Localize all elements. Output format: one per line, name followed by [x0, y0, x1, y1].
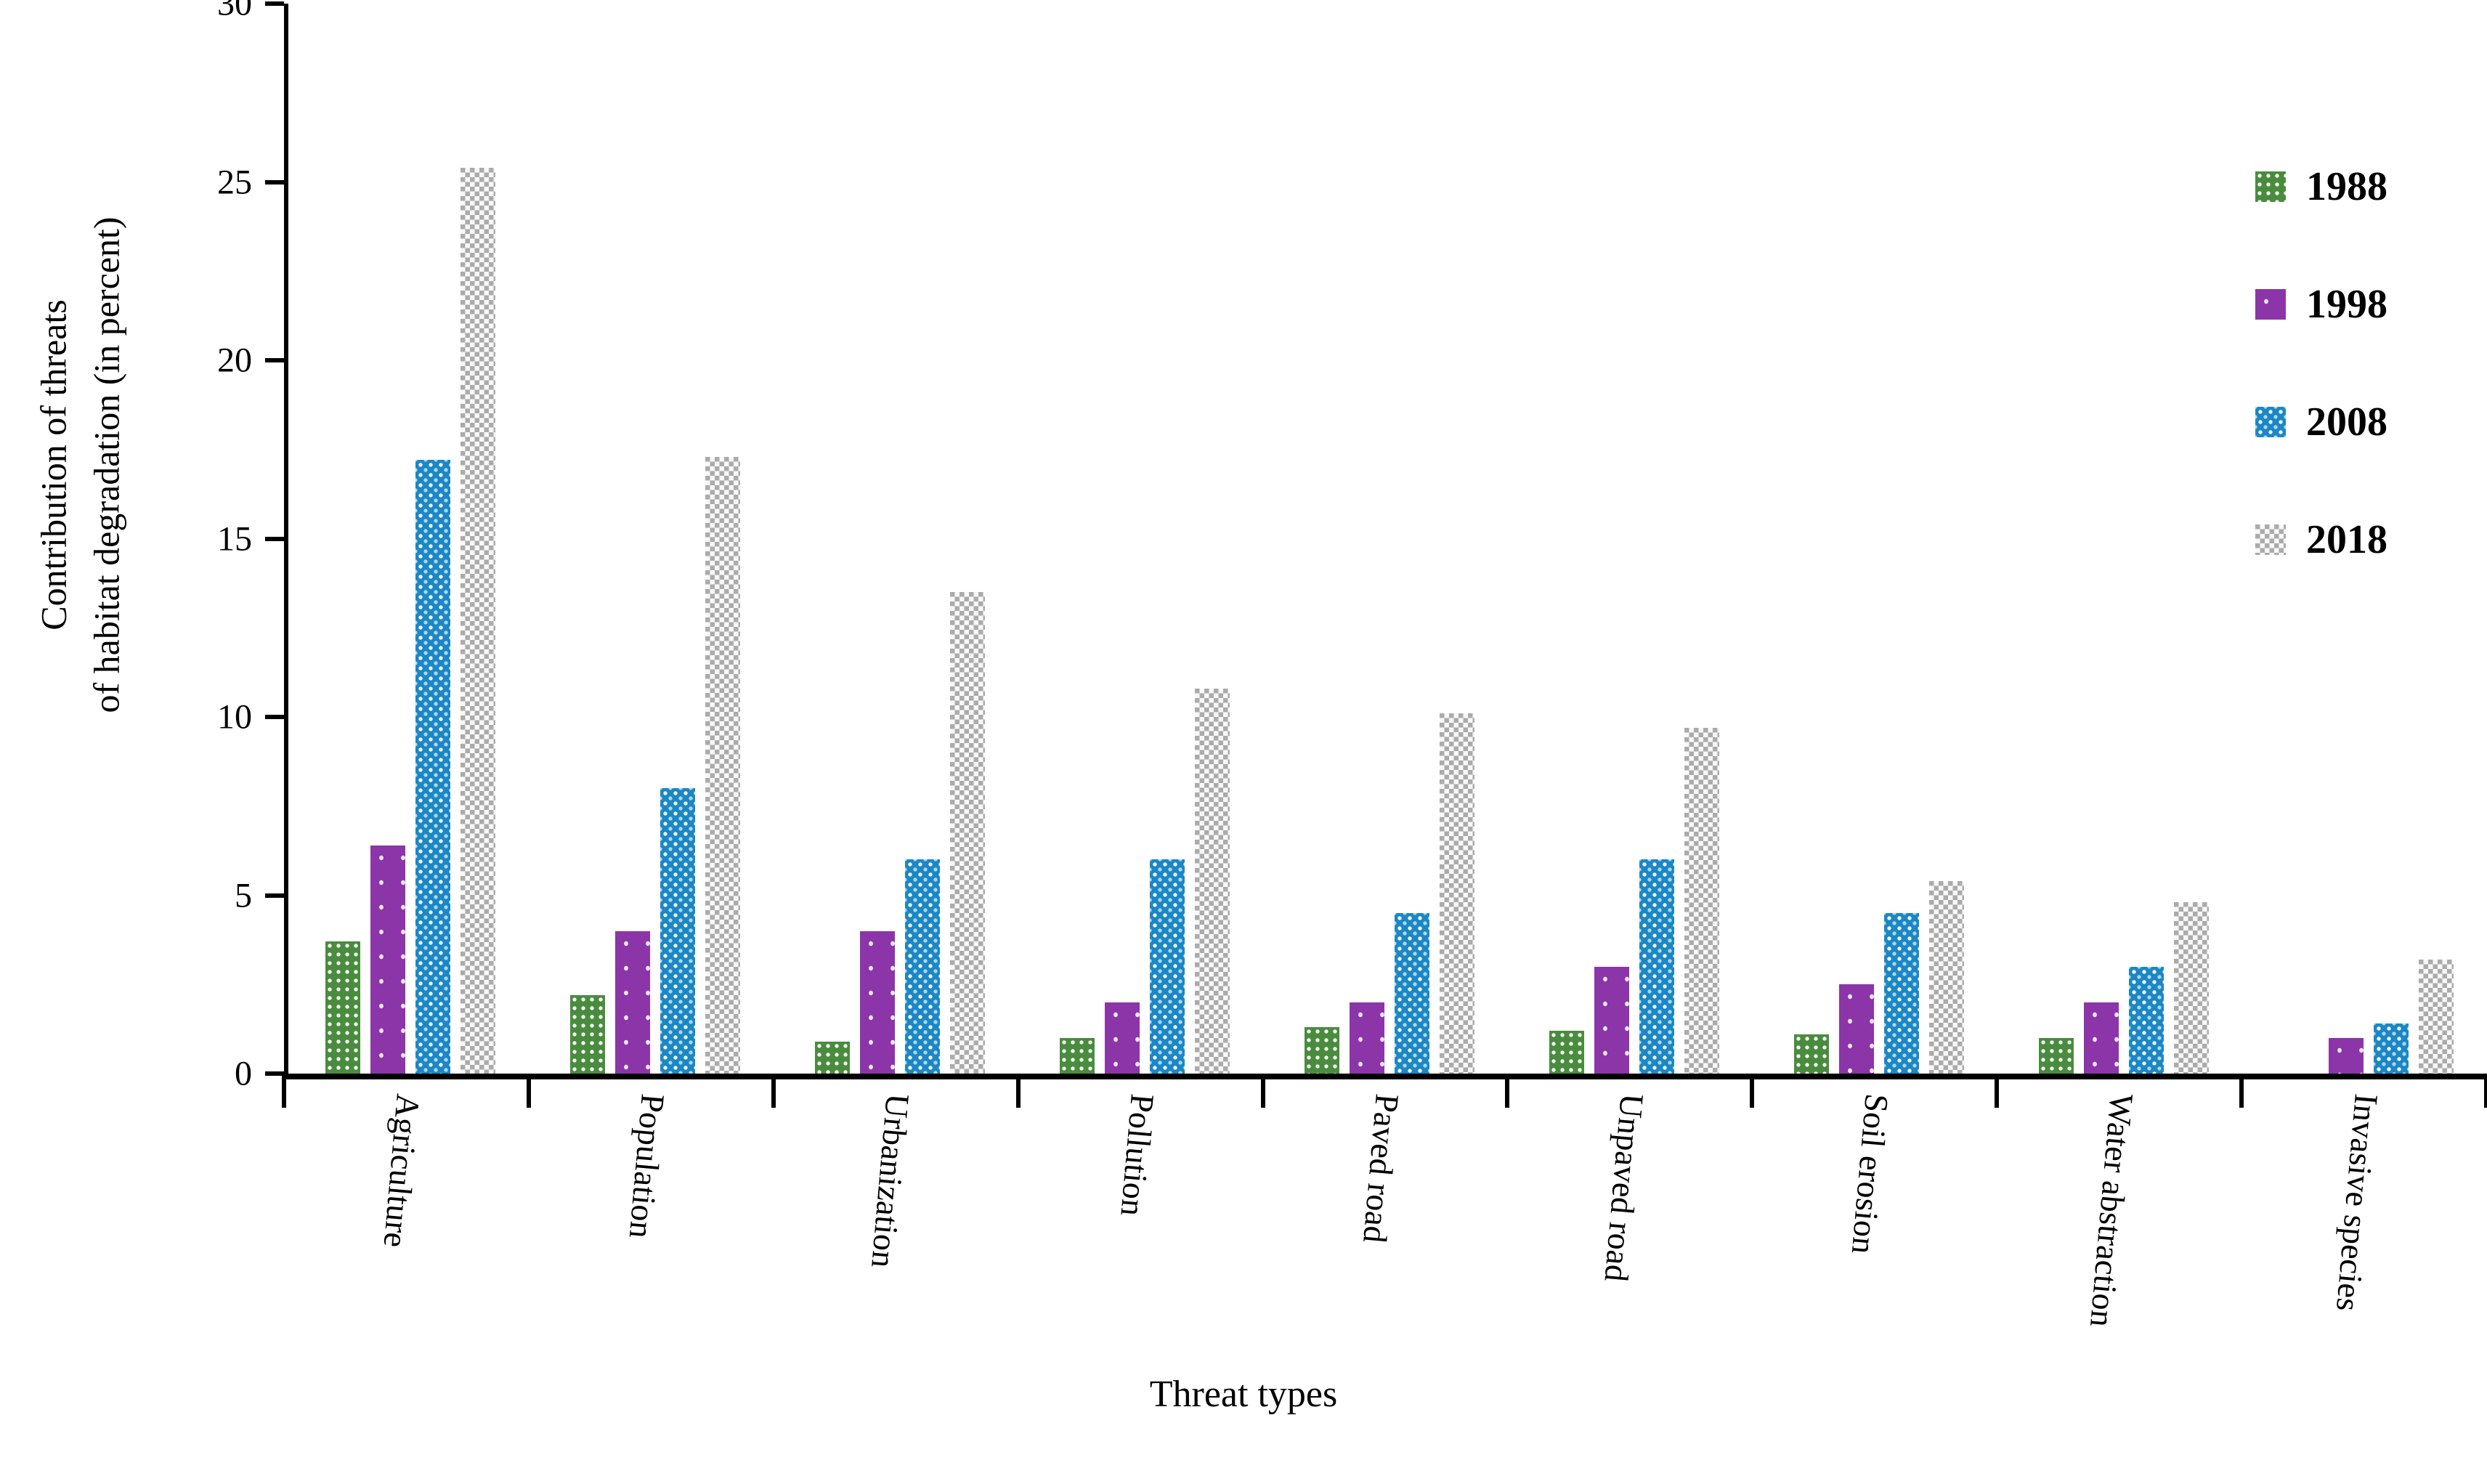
y-axis-tick — [265, 893, 284, 898]
y-axis-tick-label: 15 — [217, 519, 252, 558]
x-axis-tick — [1995, 1076, 2000, 1108]
bar-group-invasive-species — [2246, 4, 2487, 1074]
bar-group-paved-road — [1267, 4, 1512, 1074]
y-axis-tick-label: 25 — [217, 163, 252, 201]
y-axis-title-line2: of habitat degradation (in percent) — [86, 216, 126, 713]
bar-1988-unpaved-road — [1549, 1031, 1584, 1074]
legend-swatch-1988 — [2255, 171, 2286, 202]
y-axis-tick-label: 5 — [235, 876, 252, 915]
y-axis-tick — [265, 1, 284, 6]
bar-2008-population — [660, 788, 696, 1074]
y-axis-tick-label: 30 — [217, 0, 252, 23]
x-axis-tick — [1260, 1076, 1265, 1108]
bar-1988-soil-erosion — [1793, 1034, 1829, 1074]
bar-1998-soil-erosion — [1838, 984, 1874, 1074]
x-axis-tick — [1750, 1076, 1755, 1108]
x-axis-category-label: Soil erosion — [1844, 1092, 1896, 1256]
bar-1998-water-abstraction — [2083, 1002, 2119, 1074]
bar-2008-paved-road — [1394, 913, 1429, 1074]
x-axis-tick — [771, 1076, 776, 1108]
bar-2018-population — [705, 456, 741, 1074]
y-axis-title-line1: Contribution of threats — [33, 299, 74, 631]
bar-group-population — [533, 4, 778, 1074]
x-axis-category-label: Unpaved road — [1597, 1092, 1651, 1284]
y-axis-title: Contribution of threats of habitat degra… — [28, 216, 133, 713]
bar-2018-urbanization — [950, 592, 986, 1074]
bar-2018-water-abstraction — [2173, 902, 2209, 1074]
x-axis-tick — [1505, 1076, 1510, 1108]
x-axis-title: Threat types — [1149, 1374, 1338, 1415]
bar-group-water-abstraction — [2001, 4, 2246, 1074]
plot-area: 0 5 10 15 20 25 30 — [217, 0, 2487, 1093]
x-axis-category-label: Agriculture — [377, 1092, 428, 1249]
bar-2018-unpaved-road — [1684, 727, 1719, 1074]
x-axis-category-label: Population — [622, 1092, 673, 1240]
bar-1988-water-abstraction — [2038, 1037, 2074, 1074]
bar-1998-pollution — [1105, 1002, 1140, 1074]
bar-2008-urbanization — [905, 859, 941, 1074]
bar-1998-agriculture — [370, 845, 406, 1074]
legend-item-2008: 2008 — [2255, 399, 2387, 445]
bar-1988-pollution — [1060, 1037, 1095, 1074]
bar-2008-soil-erosion — [1883, 913, 1919, 1074]
bar-2018-paved-road — [1439, 713, 1474, 1074]
bar-2008-water-abstraction — [2128, 966, 2164, 1074]
y-axis-tick-label: 20 — [217, 341, 252, 380]
bar-group-unpaved-road — [1512, 4, 1756, 1074]
bar-2008-unpaved-road — [1639, 859, 1674, 1074]
bar-1998-paved-road — [1349, 1002, 1384, 1074]
bar-1988-paved-road — [1304, 1027, 1339, 1074]
x-axis-tick — [282, 1076, 286, 1108]
bar-2008-invasive-species — [2373, 1023, 2409, 1074]
x-axis-tick — [526, 1076, 531, 1108]
x-axis-category-label: Urbanization — [864, 1092, 917, 1270]
bar-2018-pollution — [1195, 688, 1230, 1074]
bar-1988-urbanization — [815, 1041, 851, 1074]
x-axis-tick — [1015, 1076, 1021, 1108]
bar-1998-population — [615, 930, 651, 1074]
legend-item-1998: 1998 — [2255, 281, 2387, 328]
y-axis-tick-label: 0 — [235, 1054, 252, 1093]
legend-label-2008: 2008 — [2306, 400, 2387, 445]
bar-group-pollution — [1023, 4, 1267, 1074]
bar-2018-invasive-species — [2418, 959, 2454, 1074]
bar-2008-pollution — [1150, 859, 1185, 1074]
bar-group-agriculture — [288, 4, 533, 1074]
legend-item-2018: 2018 — [2255, 516, 2387, 563]
x-axis-category-label: Invasive species — [2329, 1092, 2385, 1313]
y-axis-tick — [265, 179, 284, 185]
y-axis-tick — [265, 358, 284, 362]
x-axis-tick — [2484, 1076, 2487, 1108]
y-axis-tick — [265, 1071, 284, 1076]
legend-label-1998: 1998 — [2306, 282, 2387, 327]
legend-swatch-2018 — [2255, 524, 2286, 555]
legend-item-1988: 1988 — [2255, 163, 2387, 210]
x-axis-category-label: Water abstraction — [2082, 1092, 2141, 1329]
bar-2008-agriculture — [415, 460, 451, 1074]
legend-swatch-1998 — [2255, 289, 2286, 320]
legend-label-2018: 2018 — [2306, 517, 2387, 562]
bar-1988-agriculture — [325, 941, 361, 1074]
bar-1998-urbanization — [860, 930, 896, 1074]
bar-1998-unpaved-road — [1594, 966, 1629, 1074]
x-axis-category-label: Paved road — [1356, 1092, 1406, 1245]
bar-2018-soil-erosion — [1928, 880, 1964, 1074]
legend-label-1988: 1988 — [2306, 164, 2387, 209]
x-axis-tick — [2239, 1076, 2244, 1108]
bar-1988-population — [570, 994, 606, 1074]
bar-group-urbanization — [778, 4, 1023, 1074]
bar-1998-invasive-species — [2328, 1037, 2364, 1074]
bar-group-soil-erosion — [1756, 4, 2001, 1074]
y-axis-tick — [265, 536, 284, 541]
legend: 1988 1998 2008 2018 — [2255, 163, 2387, 563]
x-axis-category-label: Pollution — [1113, 1092, 1162, 1218]
bar-2018-agriculture — [461, 167, 496, 1074]
legend-swatch-2008 — [2255, 407, 2286, 437]
y-axis-tick-label: 10 — [217, 697, 252, 737]
y-axis-tick — [265, 715, 284, 719]
